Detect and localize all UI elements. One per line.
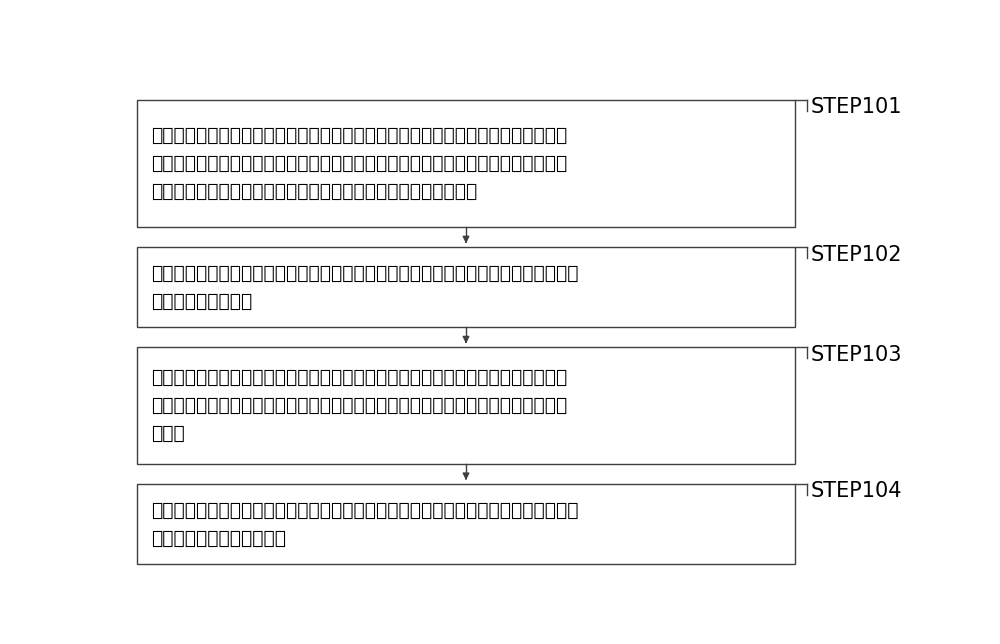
Text: 提供用于制备壳体的壳体材料，并将该壳体材料溶于溶剂中形成壳体溶液中，充分搅
拌后以使该壳体材料包裹在核心表面，过滤、洗涤并烘干以形成钠离子电池正极材料
的坯料: 提供用于制备壳体的壳体材料，并将该壳体材料溶于溶剂中形成壳体溶液中，充分搅 拌后… bbox=[151, 368, 567, 443]
Text: 将钠离子电池正极材料的坯料进行高温煅烧或热处理一段时间后，冷却、粉碎、过筛得
到所述钠离子电池正极材料: 将钠离子电池正极材料的坯料进行高温煅烧或热处理一段时间后，冷却、粉碎、过筛得 到… bbox=[151, 500, 578, 547]
Bar bbox=[137, 100, 795, 227]
Text: STEP104: STEP104 bbox=[811, 482, 902, 502]
Text: 分别提供至少用于制备内核的两种纳米级颗粒材料以及粘结剂，并以一定的化学计量
比充分搅拌混匀所述材料和粘结剂形成混合物，所述材料为层状结构材料、隧道结构
材料、聚: 分别提供至少用于制备内核的两种纳米级颗粒材料以及粘结剂，并以一定的化学计量 比充… bbox=[151, 126, 567, 201]
Bar bbox=[137, 247, 795, 327]
Text: STEP103: STEP103 bbox=[811, 345, 902, 365]
Bar bbox=[137, 484, 795, 564]
Text: STEP102: STEP102 bbox=[811, 245, 902, 265]
Bar bbox=[137, 347, 795, 464]
Text: STEP101: STEP101 bbox=[811, 97, 902, 117]
Text: 将所获得的混合物进行喷雾干燥后，由不同材料形成的纳米颗粒物理粘结在一起成为由
多个内核组成的核心: 将所获得的混合物进行喷雾干燥后，由不同材料形成的纳米颗粒物理粘结在一起成为由 多… bbox=[151, 264, 578, 311]
